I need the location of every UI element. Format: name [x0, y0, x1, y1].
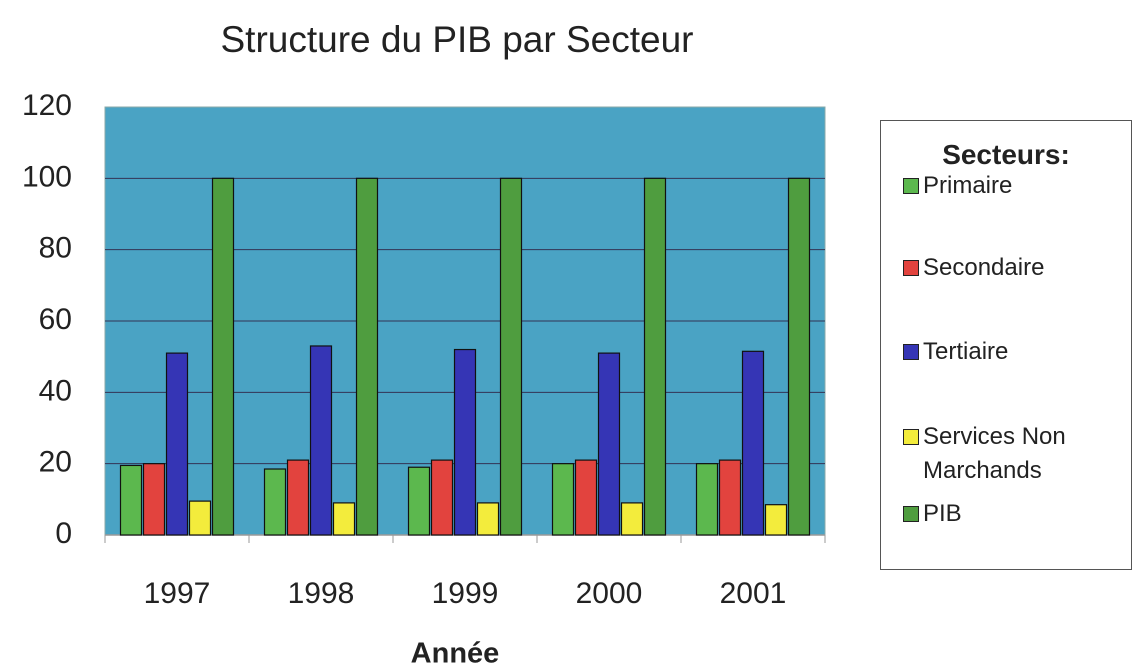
- bar: [643, 177, 667, 536]
- bar: [211, 177, 235, 536]
- y-tick-label: 100: [22, 160, 72, 193]
- bar: [430, 459, 454, 536]
- legend-title: Secteurs:: [942, 139, 1070, 170]
- bar: [551, 463, 575, 536]
- legend: Secteurs: Primaire Secondaire Tertiaire Ser…: [880, 120, 1132, 570]
- legend-swatch: [903, 178, 919, 194]
- x-tick-label: 1998: [288, 577, 355, 610]
- x-tick-label: 2001: [720, 577, 787, 610]
- legend-swatch: [903, 344, 919, 360]
- y-tick-label: 0: [55, 517, 72, 550]
- legend-swatch: [903, 260, 919, 276]
- x-tick-label: 1997: [144, 577, 211, 610]
- x-axis-title: Année: [411, 638, 500, 670]
- legend-swatch: [903, 429, 919, 445]
- bar: [119, 464, 143, 536]
- bar: [476, 502, 500, 536]
- bar: [453, 348, 477, 536]
- y-tick-label: 20: [39, 446, 72, 479]
- bar: [574, 459, 598, 536]
- bar: [787, 177, 811, 536]
- bar: [741, 350, 765, 536]
- bar: [142, 463, 166, 536]
- legend-label: Secondaire: [923, 254, 1045, 281]
- bar: [597, 352, 621, 536]
- x-tick-label: 1999: [432, 577, 499, 610]
- bar: [309, 345, 333, 536]
- bar: [165, 352, 189, 536]
- bar: [188, 500, 212, 536]
- legend-label: Primaire: [923, 172, 1013, 199]
- y-tick-label: 60: [39, 303, 72, 336]
- y-tick-label: 120: [22, 89, 72, 122]
- bar: [499, 177, 523, 536]
- bar: [355, 177, 379, 536]
- x-tick-label: 2000: [576, 577, 643, 610]
- y-tick-label: 40: [39, 374, 72, 407]
- bar: [620, 502, 644, 536]
- legend-label: Services Non Marchands: [923, 423, 1066, 484]
- chart-title: Structure du PIB par Secteur: [220, 19, 693, 60]
- bar: [407, 466, 431, 536]
- bar: [695, 463, 719, 536]
- bar: [263, 468, 287, 536]
- legend-label: Tertiaire: [923, 338, 1009, 365]
- bar: [332, 502, 356, 536]
- bar: [764, 504, 788, 536]
- legend-swatch: [903, 506, 919, 522]
- bar: [286, 459, 310, 536]
- y-tick-label: 80: [39, 232, 72, 265]
- legend-label: PIB: [923, 500, 962, 527]
- bar: [718, 459, 742, 536]
